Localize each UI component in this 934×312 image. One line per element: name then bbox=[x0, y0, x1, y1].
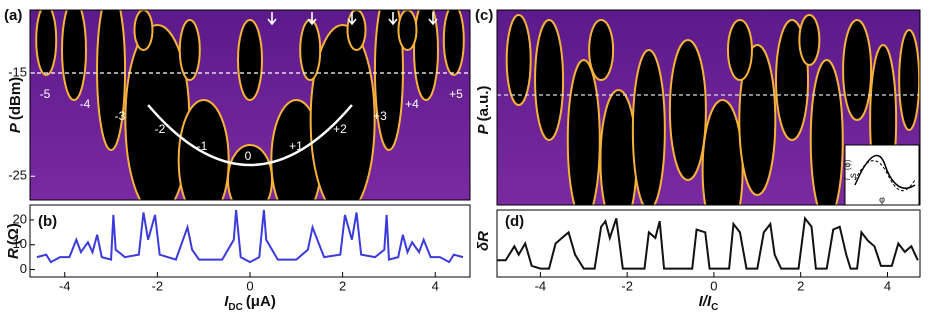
lobe bbox=[177, 99, 230, 200]
lobe bbox=[588, 19, 615, 81]
x-tick-label: -4 bbox=[59, 278, 71, 293]
lobe bbox=[534, 19, 565, 141]
inset-xlabel: φ bbox=[879, 194, 885, 204]
inset-ylabel-part: (φ) bbox=[843, 159, 852, 170]
order-label: +1 bbox=[289, 139, 303, 153]
lobe bbox=[599, 89, 638, 205]
order-label: -1 bbox=[197, 139, 208, 153]
label-bg bbox=[501, 213, 531, 231]
order-label: +4 bbox=[405, 97, 419, 111]
x-tick-label: 4 bbox=[432, 278, 439, 293]
order-label: -3 bbox=[115, 109, 126, 123]
y-axis-label: P(a.u.) bbox=[475, 86, 492, 135]
x-tick-label: 0 bbox=[246, 278, 253, 293]
inset-ylabel-part: I bbox=[843, 177, 852, 180]
lobe bbox=[35, 10, 58, 76]
x-tick-label: 4 bbox=[884, 278, 891, 293]
arrow bbox=[388, 12, 398, 26]
y-axis-label-part: (dBm) bbox=[7, 77, 24, 120]
lobe bbox=[237, 19, 263, 101]
x-tick-label: -2 bbox=[152, 278, 164, 293]
x-tick-label: -4 bbox=[535, 278, 547, 293]
frame bbox=[29, 204, 471, 278]
y-axis-label-part: P bbox=[7, 122, 24, 133]
inset-curve-dashed bbox=[854, 160, 916, 192]
lobe bbox=[397, 10, 418, 51]
panel-label: (d) bbox=[505, 213, 524, 230]
y-axis-label-part: δR bbox=[475, 231, 492, 251]
x-axis-label-part: C bbox=[711, 302, 718, 312]
lobe bbox=[738, 44, 777, 196]
x-axis-label: IDC (μA) bbox=[224, 293, 276, 312]
y-axis-label-part: (Ω) bbox=[5, 223, 22, 245]
lobe bbox=[898, 29, 920, 131]
heatmap-lobes bbox=[505, 14, 920, 205]
order-label: 0 bbox=[245, 149, 252, 163]
lobe bbox=[631, 49, 666, 205]
y-axis-label: R (Ω) bbox=[5, 223, 22, 259]
y-tick-label: -15 bbox=[8, 64, 27, 79]
lobe bbox=[413, 10, 439, 101]
lobe bbox=[798, 14, 821, 66]
x-tick-label: -2 bbox=[621, 278, 633, 293]
lobe bbox=[701, 99, 744, 205]
frame bbox=[29, 9, 471, 201]
order-label: -2 bbox=[155, 122, 166, 136]
label-bg bbox=[34, 213, 64, 231]
x-tick-label: 2 bbox=[797, 278, 804, 293]
order-label: -4 bbox=[80, 97, 91, 111]
inset bbox=[844, 144, 920, 206]
lobe bbox=[61, 10, 87, 101]
panel-label: (c) bbox=[475, 7, 493, 24]
heatmap-lobes bbox=[35, 10, 465, 200]
y-axis-label: P (dBm) bbox=[7, 77, 24, 133]
arrow bbox=[267, 12, 277, 26]
lobe bbox=[442, 10, 465, 76]
y-axis-label: δR bbox=[475, 231, 492, 251]
y-tick-label: 0 bbox=[20, 261, 27, 276]
lobe bbox=[309, 24, 376, 200]
lobe bbox=[133, 10, 154, 51]
x-tick-label: 2 bbox=[339, 278, 346, 293]
arrow bbox=[307, 12, 317, 26]
panel-label: (b) bbox=[38, 213, 57, 230]
x-axis-label-part: I bbox=[224, 293, 229, 310]
arrow bbox=[347, 12, 357, 26]
series-line bbox=[497, 215, 919, 270]
y-tick-label: 20 bbox=[13, 211, 27, 226]
lobe bbox=[668, 39, 707, 181]
order-label: +3 bbox=[373, 109, 387, 123]
y-tick-label: -25 bbox=[8, 168, 27, 183]
lobe bbox=[178, 19, 201, 81]
arrow bbox=[428, 12, 438, 26]
lobe bbox=[346, 10, 367, 51]
x-axis-label-part: DC bbox=[228, 302, 242, 312]
lobe bbox=[726, 19, 753, 81]
lobe bbox=[842, 19, 873, 121]
parabola bbox=[147, 104, 353, 167]
y-axis-label-part: (a.u.) bbox=[475, 86, 492, 122]
lobe bbox=[566, 59, 601, 205]
x-axis-label: I/IC bbox=[699, 293, 719, 312]
inset-ylabel: Is (φ) bbox=[843, 159, 859, 180]
lobe bbox=[809, 59, 844, 205]
lobe bbox=[373, 10, 404, 151]
panel-label: (a) bbox=[4, 7, 22, 24]
order-label: +5 bbox=[449, 87, 463, 101]
lobe bbox=[299, 19, 322, 81]
order-label: +2 bbox=[333, 122, 347, 136]
y-axis-label-part: R bbox=[5, 248, 22, 259]
x-axis-label-part: (μA) bbox=[246, 293, 276, 310]
lobe bbox=[505, 14, 532, 106]
order-label: -5 bbox=[40, 87, 51, 101]
x-tick-label: 0 bbox=[710, 278, 717, 293]
series-line bbox=[36, 209, 464, 264]
inset-ylabel-part: s bbox=[848, 173, 859, 178]
y-tick-label: 10 bbox=[13, 236, 27, 251]
y-axis-label-part: P bbox=[475, 123, 492, 134]
frame bbox=[496, 9, 921, 206]
x-axis-label-part: I/I bbox=[699, 293, 712, 310]
lobe bbox=[96, 10, 127, 151]
